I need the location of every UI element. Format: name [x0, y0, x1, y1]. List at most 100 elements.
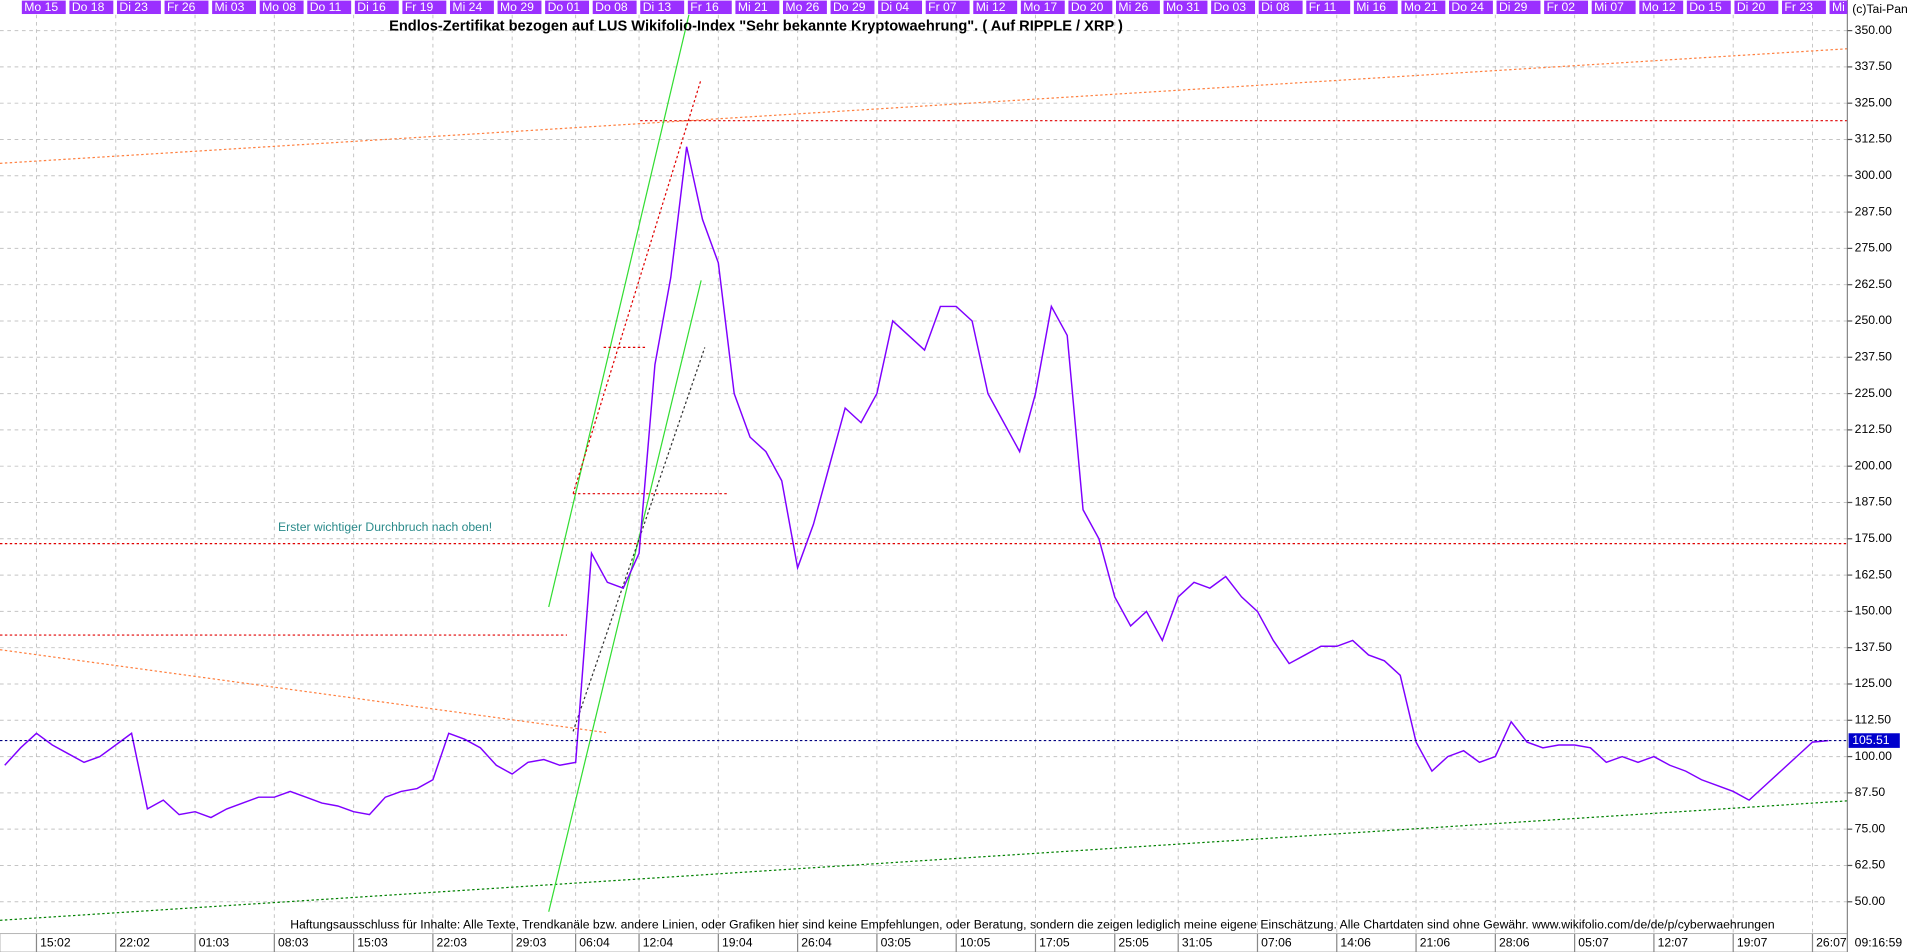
- plot: [0, 146, 1848, 819]
- y-tick-label: 112.50: [1855, 712, 1892, 726]
- top-tick-label: Di 20: [1737, 0, 1766, 14]
- top-tick-box: [1163, 0, 1208, 15]
- top-tick-box: [1115, 0, 1160, 15]
- top-tick-box: [1258, 0, 1303, 15]
- top-tick-box: [449, 0, 494, 15]
- top-tick-label: Do 18: [72, 0, 105, 14]
- top-tick-label: Do 01: [548, 0, 581, 14]
- top-tick-label: Do 15: [1689, 0, 1722, 14]
- x-tick-label: 26:07: [1816, 936, 1847, 950]
- y-tick-label: 175.00: [1855, 531, 1893, 545]
- top-tick-box: [1401, 0, 1446, 15]
- top-tick-box: [1544, 0, 1589, 15]
- time: 09:16:59: [1855, 936, 1903, 950]
- top-tick-box: [1496, 0, 1541, 15]
- top-tick-box: [497, 0, 542, 15]
- y-tick-label: 250.00: [1855, 313, 1893, 327]
- top-tick-box: [973, 0, 1018, 15]
- top-tick-label: Mi 21: [738, 0, 768, 14]
- x-tick-label: 08:03: [278, 936, 309, 950]
- y-tick-label: 87.50: [1855, 785, 1886, 799]
- top-tick-box: [735, 0, 780, 15]
- top-tick-box: [1591, 0, 1636, 15]
- x-tick-label: 15:02: [40, 936, 71, 950]
- top-tick-label: Mo 08: [262, 0, 296, 14]
- top-tick-box: [69, 0, 114, 15]
- top-tick-label: Mo 31: [1166, 0, 1200, 14]
- x-tick-label: 01:03: [199, 936, 230, 950]
- top-tick-box: [259, 0, 304, 15]
- top-tick-label: Fr 19: [405, 0, 434, 14]
- top-tick-label: Mo 17: [1023, 0, 1057, 14]
- y-tick-label: 75.00: [1855, 821, 1886, 835]
- top-tick-box: [878, 0, 923, 15]
- y-tick-label: 125.00: [1855, 676, 1893, 690]
- top-tick-label: Mi: [1832, 0, 1845, 14]
- x-tick-label: 07:06: [1261, 936, 1292, 950]
- y-tick-label: 275.00: [1855, 241, 1893, 255]
- top-tick-label: Mo 26: [785, 0, 819, 14]
- x-tick-label: 12:07: [1658, 936, 1689, 950]
- trend-line: [572, 79, 702, 494]
- top-tick-label: Mi 26: [1118, 0, 1148, 14]
- top-tick-label: Fr 11: [1309, 0, 1337, 14]
- top-tick-box: [545, 0, 590, 15]
- y-tick-label: 187.50: [1855, 495, 1893, 509]
- y-tick-label: 212.50: [1855, 422, 1893, 436]
- current-value-label: 105.51: [1852, 733, 1890, 747]
- chart-title: Endlos-Zertifikat bezogen auf LUS Wikifo…: [389, 19, 1123, 35]
- price-line: [4, 146, 1829, 819]
- y-tick-label: 150.00: [1855, 604, 1893, 618]
- y-tick-label: 62.50: [1855, 858, 1886, 872]
- x-tick-label: 05:07: [1578, 936, 1609, 950]
- top-tick-label: Mo 29: [500, 0, 534, 14]
- top-tick-box: [402, 0, 447, 15]
- top-tick-label: Mi 12: [976, 0, 1006, 14]
- top-tick-box: [1734, 0, 1779, 15]
- top-tick-label: Mi 24: [452, 0, 482, 14]
- top-tick-box: [212, 0, 257, 15]
- y-tick-label: 225.00: [1855, 386, 1893, 400]
- y-tick-label: 162.50: [1855, 567, 1893, 581]
- y-tick-label: 50.00: [1855, 894, 1886, 908]
- trend-line: [0, 800, 1848, 921]
- top-tick-label: Di 23: [119, 0, 148, 14]
- x-tick-label: 22:03: [437, 936, 468, 950]
- y-tick-label: 325.00: [1855, 95, 1893, 109]
- trend-line: [548, 280, 702, 912]
- top-tick-box: [1353, 0, 1398, 15]
- top-tick-label: Mo 15: [24, 0, 58, 14]
- top-tick-box: [307, 0, 352, 15]
- top-tick-label: Di 08: [1261, 0, 1290, 14]
- top-tick-label: Do 03: [1214, 0, 1247, 14]
- x-tick-label: 06:04: [579, 936, 610, 950]
- grid: [0, 14, 1848, 934]
- top-tick-label: Mo 12: [1642, 0, 1676, 14]
- top-tick-label: Mi 07: [1594, 0, 1624, 14]
- top-tick-box: [1068, 0, 1113, 15]
- trend-line: [572, 347, 706, 732]
- top-tick-label: Fr 26: [167, 0, 196, 14]
- top-tick-label: Do 11: [310, 0, 342, 14]
- x-tick-label: 22:02: [119, 936, 150, 950]
- current-value-box: [1848, 733, 1900, 748]
- x-tick-label: 12:04: [643, 936, 674, 950]
- top-tick-label: Mi 16: [1356, 0, 1386, 14]
- x-tick-label: 29:03: [516, 936, 547, 950]
- y-tick-label: 287.50: [1855, 204, 1893, 218]
- top-tick-label: Mo 21: [1404, 0, 1438, 14]
- copyright: (c)Tai-Pan: [1852, 2, 1908, 16]
- trend-lines: [0, 14, 1848, 921]
- top-tick-box: [640, 0, 685, 15]
- x-tick-label: 17:05: [1039, 936, 1070, 950]
- top-tick-label: Mi 03: [215, 0, 245, 14]
- x-tick-label: 03:05: [881, 936, 912, 950]
- top-tick-box: [1829, 0, 1848, 15]
- y-tick-label: 100.00: [1855, 749, 1893, 763]
- x-tick-label: 21:06: [1420, 936, 1451, 950]
- y-tick-label: 350.00: [1855, 23, 1893, 37]
- top-tick-label: Di 04: [881, 0, 910, 14]
- x-tick-label: 14:06: [1340, 936, 1371, 950]
- top-tick-box: [1686, 0, 1731, 15]
